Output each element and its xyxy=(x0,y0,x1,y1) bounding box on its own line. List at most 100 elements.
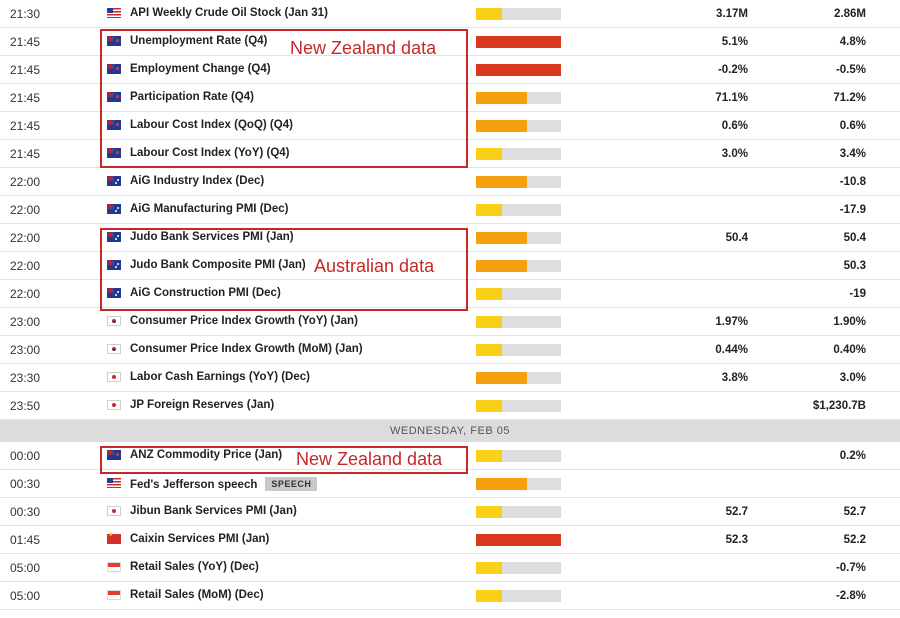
event-name[interactable]: Employment Change (Q4) xyxy=(130,63,271,75)
event-name[interactable]: Labour Cost Index (QoQ) (Q4) xyxy=(130,119,293,131)
previous-value: -0.5% xyxy=(835,64,866,76)
impact-bar xyxy=(476,204,561,216)
impact-bar xyxy=(476,372,561,384)
event-name-text: Labor Cash Earnings (YoY) (Dec) xyxy=(130,371,310,383)
event-time: 22:00 xyxy=(10,259,41,273)
event-row[interactable]: 23:30 Labor Cash Earnings (YoY) (Dec) 3.8%… xyxy=(0,364,900,392)
event-row[interactable]: 00:00 ANZ Commodity Price (Jan) 0.2% xyxy=(0,442,900,470)
event-row[interactable]: 00:30 Jibun Bank Services PMI (Jan) 52.7 52… xyxy=(0,498,900,526)
event-time: 00:30 xyxy=(10,505,41,519)
event-row[interactable]: 21:45 Labour Cost Index (YoY) (Q4) 3.0% 3.4… xyxy=(0,140,900,168)
actual-value: 52.3 xyxy=(725,534,748,546)
event-name[interactable]: Labor Cash Earnings (YoY) (Dec) xyxy=(130,371,310,383)
event-name-text: ANZ Commodity Price (Jan) xyxy=(130,449,283,461)
actual-value: 5.1% xyxy=(721,36,748,48)
previous-value: 4.8% xyxy=(839,36,866,48)
previous-value: 50.3 xyxy=(843,260,866,272)
previous-value: -19 xyxy=(849,288,866,300)
event-name-text: Caixin Services PMI (Jan) xyxy=(130,533,270,545)
event-row[interactable]: 22:00 AiG Manufacturing PMI (Dec) -17.9 xyxy=(0,196,900,224)
event-time: 23:00 xyxy=(10,343,41,357)
impact-bar-fill xyxy=(476,232,527,244)
impact-bar-fill xyxy=(476,148,502,160)
event-name[interactable]: Labour Cost Index (YoY) (Q4) xyxy=(130,147,290,159)
event-time: 05:00 xyxy=(10,561,41,575)
event-name[interactable]: ANZ Commodity Price (Jan) xyxy=(130,449,282,461)
impact-bar-fill xyxy=(476,204,502,216)
event-time: 23:00 xyxy=(10,315,41,329)
impact-bar-fill xyxy=(476,534,561,546)
event-row[interactable]: 22:00 Judo Bank Services PMI (Jan) 50.4 50.… xyxy=(0,224,900,252)
event-row[interactable]: 21:45 Participation Rate (Q4) 71.1% 71.2% xyxy=(0,84,900,112)
event-name[interactable]: AiG Construction PMI (Dec) xyxy=(130,287,281,299)
impact-bar-fill xyxy=(476,344,502,356)
au-flag-icon xyxy=(107,176,121,186)
us-flag-icon xyxy=(107,8,121,18)
event-time: 22:00 xyxy=(10,175,41,189)
event-name-text: AiG Construction PMI (Dec) xyxy=(130,287,281,299)
event-name-text: Judo Bank Services PMI (Jan) xyxy=(130,231,294,243)
event-name[interactable]: Unemployment Rate (Q4) xyxy=(130,35,267,47)
event-name-text: Jibun Bank Services PMI (Jan) xyxy=(130,505,297,517)
au-flag-icon xyxy=(107,288,121,298)
actual-value: 0.6% xyxy=(721,120,748,132)
event-name[interactable]: Consumer Price Index Growth (MoM) (Jan) xyxy=(130,343,363,355)
event-row[interactable]: 23:50 JP Foreign Reserves (Jan) $1,230.7B xyxy=(0,392,900,420)
event-time: 22:00 xyxy=(10,231,41,245)
event-row[interactable]: 05:00 Retail Sales (MoM) (Dec) -2.8% xyxy=(0,582,900,610)
event-name[interactable]: JP Foreign Reserves (Jan) xyxy=(130,399,274,411)
event-name[interactable]: Participation Rate (Q4) xyxy=(130,91,254,103)
event-name-text: Consumer Price Index Growth (MoM) (Jan) xyxy=(130,343,363,355)
impact-bar xyxy=(476,232,561,244)
event-row[interactable]: 23:00 Consumer Price Index Growth (YoY) (… xyxy=(0,308,900,336)
event-name-text: API Weekly Crude Oil Stock (Jan 31) xyxy=(130,7,328,19)
actual-value: 3.8% xyxy=(721,372,748,384)
impact-bar xyxy=(476,478,561,490)
event-row[interactable]: 00:30 Fed's Jefferson speech SPEECH xyxy=(0,470,900,498)
event-name[interactable]: Retail Sales (MoM) (Dec) xyxy=(130,589,264,601)
event-name[interactable]: AiG Manufacturing PMI (Dec) xyxy=(130,203,288,215)
event-row[interactable]: 05:00 Retail Sales (YoY) (Dec) -0.7% xyxy=(0,554,900,582)
actual-value: 1.97% xyxy=(715,316,748,328)
event-name-text: AiG Industry Index (Dec) xyxy=(130,175,265,187)
previous-value: 0.6% xyxy=(839,120,866,132)
event-name[interactable]: Judo Bank Composite PMI (Jan) xyxy=(130,259,306,271)
previous-value: -10.8 xyxy=(839,176,866,188)
event-name-text: Fed's Jefferson speech xyxy=(130,479,258,491)
previous-value: 50.4 xyxy=(843,232,866,244)
event-time: 01:45 xyxy=(10,533,41,547)
event-row[interactable]: 21:45 Employment Change (Q4) -0.2% -0.5% xyxy=(0,56,900,84)
impact-bar xyxy=(476,64,561,76)
event-name[interactable]: Retail Sales (YoY) (Dec) xyxy=(130,561,259,573)
event-name[interactable]: Jibun Bank Services PMI (Jan) xyxy=(130,505,297,517)
event-name-text: Participation Rate (Q4) xyxy=(130,91,254,103)
event-name[interactable]: AiG Industry Index (Dec) xyxy=(130,175,264,187)
nz-flag-icon xyxy=(107,120,121,130)
annotation-label-nz-1: New Zealand data xyxy=(290,38,437,58)
event-name[interactable]: Judo Bank Services PMI (Jan) xyxy=(130,231,294,243)
calendar-section-feb-05: 00:00 ANZ Commodity Price (Jan) 0.2% 00:30 F… xyxy=(0,442,900,610)
event-row[interactable]: 22:00 Judo Bank Composite PMI (Jan) 50.3 xyxy=(0,252,900,280)
event-row[interactable]: 22:00 AiG Construction PMI (Dec) -19 xyxy=(0,280,900,308)
event-name[interactable]: Fed's Jefferson speech SPEECH xyxy=(130,477,318,491)
event-name-text: Judo Bank Composite PMI (Jan) xyxy=(130,259,306,271)
impact-bar-fill xyxy=(476,176,527,188)
event-row[interactable]: 21:30 API Weekly Crude Oil Stock (Jan 31)… xyxy=(0,0,900,28)
nz-flag-icon xyxy=(107,92,121,102)
event-row[interactable]: 23:00 Consumer Price Index Growth (MoM) (… xyxy=(0,336,900,364)
event-name[interactable]: Consumer Price Index Growth (YoY) (Jan) xyxy=(130,315,358,327)
event-row[interactable]: 01:45 Caixin Services PMI (Jan) 52.3 52.2 xyxy=(0,526,900,554)
impact-bar xyxy=(476,316,561,328)
impact-bar xyxy=(476,148,561,160)
impact-bar xyxy=(476,400,561,412)
actual-value: 52.7 xyxy=(725,506,748,518)
event-name[interactable]: Caixin Services PMI (Jan) xyxy=(130,533,269,545)
event-name[interactable]: API Weekly Crude Oil Stock (Jan 31) xyxy=(130,7,328,19)
nz-flag-icon xyxy=(107,64,121,74)
nz-flag-icon xyxy=(107,450,121,460)
event-row[interactable]: 21:45 Unemployment Rate (Q4) 5.1% 4.8% xyxy=(0,28,900,56)
event-row[interactable]: 21:45 Labour Cost Index (QoQ) (Q4) 0.6% 0.6… xyxy=(0,112,900,140)
impact-bar xyxy=(476,590,561,602)
event-row[interactable]: 22:00 AiG Industry Index (Dec) -10.8 xyxy=(0,168,900,196)
